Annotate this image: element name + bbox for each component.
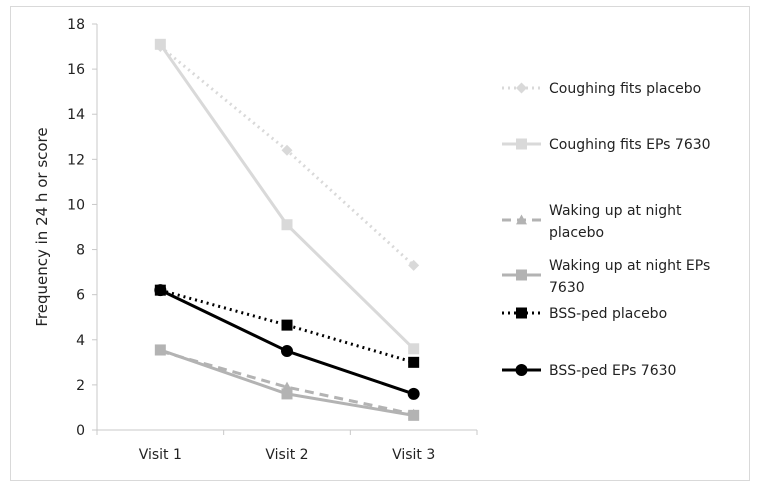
square-marker — [281, 388, 293, 400]
square-marker — [281, 319, 293, 331]
diamond-marker — [408, 259, 420, 271]
square-marker — [154, 38, 166, 50]
circle-marker — [281, 345, 293, 358]
legend-item-3: Waking up at night EPs 7630 — [502, 258, 710, 296]
y-tick-label: 16 — [67, 62, 85, 78]
legend-label: Coughing fits EPs 7630 — [549, 137, 711, 153]
legend-item-4: BSS-ped placebo — [502, 306, 667, 322]
y-tick-label: 12 — [67, 152, 85, 168]
legend-label: Waking up at night EPs — [549, 258, 710, 274]
triangle-marker — [516, 214, 527, 225]
series-line — [159, 288, 415, 396]
y-tick-label: 4 — [76, 333, 85, 349]
legend-item-1: Coughing fits EPs 7630 — [502, 137, 711, 153]
legend-label: BSS-ped placebo — [549, 306, 667, 322]
y-tick-label: 2 — [76, 378, 85, 394]
circle-marker — [515, 364, 528, 376]
series-layer — [154, 38, 420, 421]
legend-item-0: Coughing fits placebo — [502, 81, 701, 97]
legend-item-2: Waking up at night placebo — [502, 203, 682, 241]
chart-frame — [10, 6, 750, 481]
x-tick-labels: Visit 1 Visit 2 Visit 3 — [96, 430, 478, 463]
legend-label: 7630 — [549, 280, 585, 296]
series-line — [159, 288, 415, 364]
axes — [96, 24, 477, 431]
square-marker — [154, 344, 166, 356]
series-line — [159, 43, 415, 350]
x-tick-label: Visit 1 — [139, 447, 182, 463]
square-marker — [408, 409, 420, 421]
legend-label: Waking up at night — [549, 203, 682, 219]
legend-label: Coughing fits placebo — [549, 81, 701, 97]
square-marker — [408, 343, 420, 355]
series-3 — [154, 344, 420, 421]
legend-label: BSS-ped EPs 7630 — [549, 363, 676, 379]
y-tick-label: 10 — [67, 197, 85, 213]
y-tick-label: 18 — [67, 17, 85, 33]
square-marker — [516, 269, 527, 281]
y-tick-label: 6 — [76, 288, 85, 304]
y-axis-label: Frequency in 24 h or score — [33, 127, 51, 326]
y-tick-labels: 0 2 4 6 8 10 12 14 16 18 — [67, 17, 97, 439]
square-marker — [408, 356, 420, 368]
y-tick-label: 8 — [76, 243, 85, 259]
series-0 — [154, 41, 420, 271]
legend: Coughing fits placebo Coughing fits EPs 7… — [502, 81, 711, 379]
x-tick-label: Visit 3 — [392, 447, 435, 463]
series-line — [159, 45, 415, 267]
legend-label: placebo — [549, 225, 604, 241]
legend-item-5: BSS-ped EPs 7630 — [502, 363, 676, 379]
series-line — [159, 349, 414, 416]
circle-marker — [154, 284, 167, 297]
y-tick-label: 0 — [76, 423, 85, 439]
diamond-marker — [281, 144, 293, 156]
square-marker — [516, 307, 527, 319]
series-1 — [154, 38, 420, 355]
x-tick-label: Visit 2 — [265, 447, 308, 463]
series-5 — [154, 284, 420, 400]
square-marker — [516, 138, 527, 150]
diamond-marker — [516, 82, 527, 94]
square-marker — [281, 219, 293, 231]
y-tick-label: 14 — [67, 107, 85, 123]
circle-marker — [407, 387, 420, 400]
